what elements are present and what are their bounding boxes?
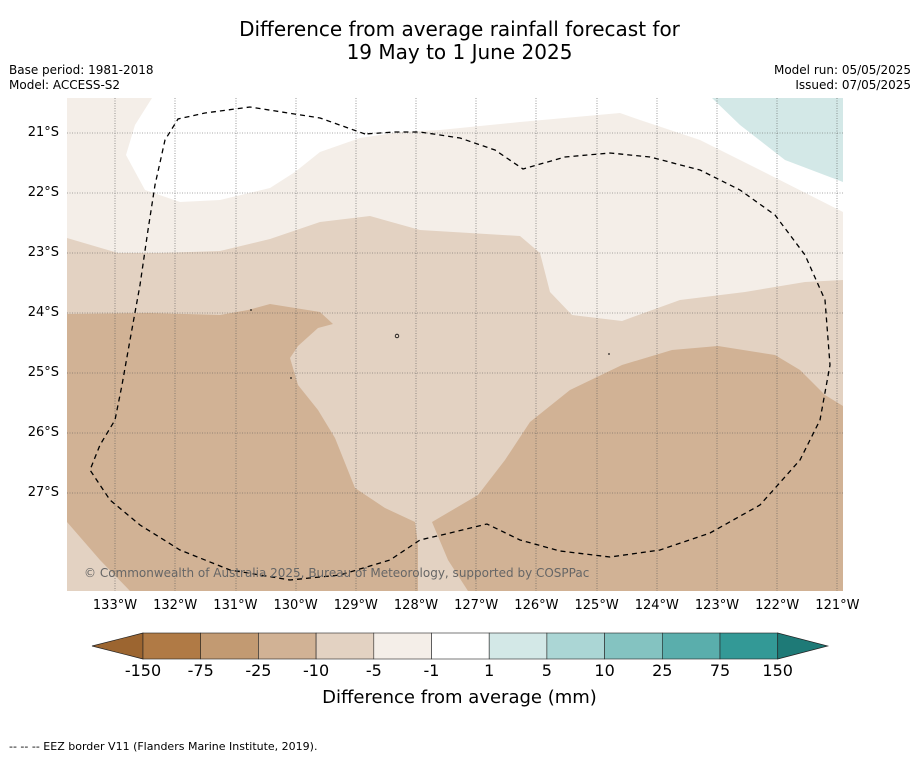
- colorbar-tick: 25: [652, 661, 673, 680]
- colorbar-tick: 150: [762, 661, 793, 680]
- colorbar-extend-low: [91, 632, 144, 660]
- graticule-lines: [67, 98, 843, 591]
- rainfall-anomaly-map: © Commonwealth of Australia 2025, Bureau…: [67, 98, 843, 591]
- longitude-label: 123°W: [694, 598, 740, 613]
- copyright-notice: © Commonwealth of Australia 2025, Bureau…: [84, 566, 589, 580]
- latitude-label: 25°S: [27, 365, 59, 380]
- colorbar-tick: -75: [187, 661, 214, 680]
- longitude-label: 127°W: [454, 598, 499, 613]
- latitude-label: 23°S: [27, 245, 59, 260]
- colorbar-segment: [142, 632, 202, 660]
- map-title: Difference from average rainfall forecas…: [0, 18, 919, 64]
- colorbar-tick: -10: [303, 661, 330, 680]
- colorbar-tick: 1: [484, 661, 495, 680]
- colorbar-tick: -150: [124, 661, 162, 680]
- longitude-label: 126°W: [514, 598, 559, 613]
- eez-border: [89, 106, 831, 581]
- colorbar-segment: [258, 632, 317, 660]
- longitude-label: 122°W: [755, 598, 800, 613]
- longitude-label: 128°W: [393, 598, 439, 613]
- issued-date: Issued: 07/05/2025: [795, 78, 911, 92]
- latitude-label: 24°S: [27, 305, 59, 320]
- region-sw-corner: [67, 522, 130, 591]
- longitude-label: 131°W: [213, 598, 258, 613]
- colorbar-segment: [546, 632, 605, 660]
- longitude-label: 121°W: [815, 598, 860, 613]
- longitude-label: 125°W: [574, 598, 619, 613]
- colorbar-segment: [604, 632, 663, 660]
- colorbar-tick: 75: [709, 661, 731, 680]
- latitude-label: 21°S: [27, 125, 59, 140]
- latitude-label: 27°S: [27, 485, 59, 500]
- latitude-label: 26°S: [27, 425, 59, 440]
- colorbar-tick: -25: [245, 661, 272, 680]
- colorbar-segment: [200, 632, 259, 660]
- colorbar-extend-high: [777, 632, 830, 660]
- colorbar-tick: 10: [594, 661, 615, 680]
- eez-legend-footer: -- -- -- EEZ border V11 (Flanders Marine…: [9, 740, 318, 753]
- longitude-label: 133°W: [92, 598, 138, 613]
- latitude-label: 22°S: [27, 185, 59, 200]
- meta-left: Base period: 1981-2018 Model: ACCESS-S2: [9, 63, 154, 93]
- model-name: Model: ACCESS-S2: [9, 78, 121, 92]
- colorbar: [91, 632, 830, 660]
- meta-right: Model run: 05/05/2025 Issued: 07/05/2025: [774, 63, 911, 93]
- longitude-label: 124°W: [634, 598, 679, 613]
- colorbar-tick: 5: [541, 661, 552, 680]
- longitude-label: 130°W: [273, 598, 318, 613]
- colorbar-segment: [431, 632, 490, 660]
- longitude-label: 129°W: [333, 598, 378, 613]
- colorbar-tick: -1: [423, 661, 440, 680]
- base-period: Base period: 1981-2018: [9, 63, 154, 77]
- colorbar-segment: [661, 632, 721, 660]
- colorbar-segment: [315, 632, 375, 660]
- colorbar-segment: [488, 632, 548, 660]
- map-title-line1: Difference from average rainfall forecas…: [239, 17, 680, 41]
- region-neg25-neg10-east: [432, 346, 843, 591]
- colorbar-tick: -5: [365, 661, 382, 680]
- island-marker: [394, 333, 400, 339]
- colorbar-label: Difference from average (mm): [322, 687, 597, 708]
- region-neg25-neg10-west: [67, 304, 418, 591]
- colorbar-segment: [373, 632, 432, 660]
- region-neg1-pos1: [126, 98, 843, 212]
- region-pos1-pos5: [712, 98, 843, 182]
- model-run: Model run: 05/05/2025: [773, 63, 911, 77]
- colorbar-segment: [719, 632, 779, 660]
- longitude-label: 132°W: [153, 598, 198, 613]
- map-title-line2: 19 May to 1 June 2025: [346, 40, 573, 64]
